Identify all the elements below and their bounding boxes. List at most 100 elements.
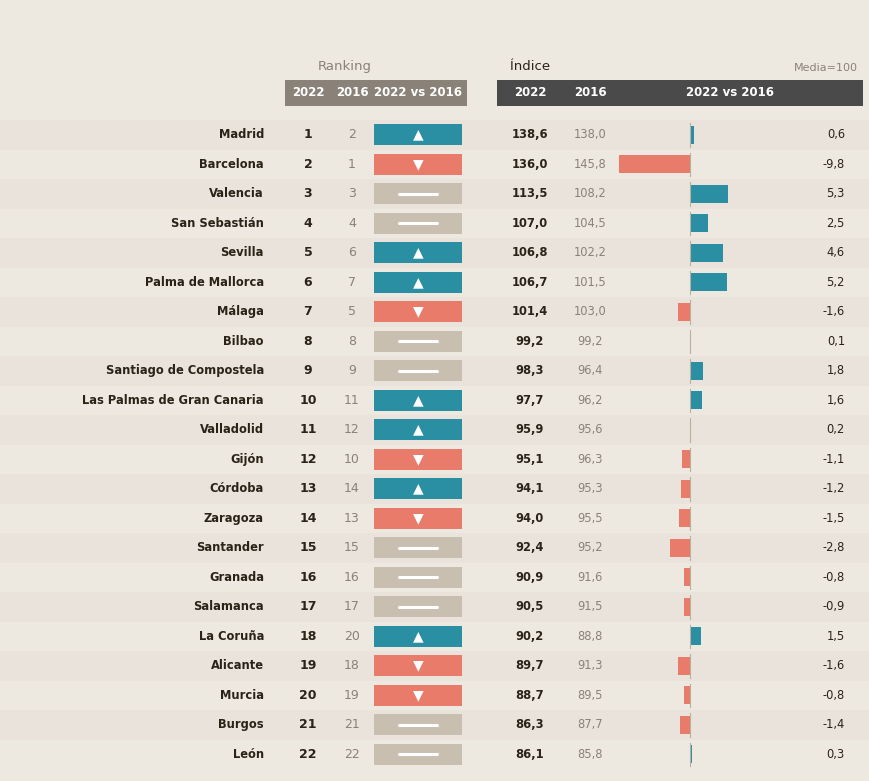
Text: San Sebastián: San Sebastián	[171, 217, 263, 230]
Text: 11: 11	[299, 423, 316, 437]
Text: Zaragoza: Zaragoza	[203, 512, 263, 525]
Text: 17: 17	[299, 601, 316, 613]
Text: Valencia: Valencia	[209, 187, 263, 200]
Bar	[374, 685, 461, 706]
Bar	[374, 655, 461, 676]
Bar	[0, 651, 869, 680]
Text: 2: 2	[348, 128, 355, 141]
Bar	[619, 155, 689, 173]
Text: 10: 10	[343, 453, 360, 465]
Text: 0,1: 0,1	[826, 335, 844, 348]
Bar	[374, 390, 461, 411]
Bar	[374, 212, 461, 234]
Bar	[680, 480, 689, 497]
Text: 96,3: 96,3	[577, 453, 602, 465]
Text: 87,7: 87,7	[576, 719, 602, 731]
Text: 16: 16	[344, 571, 360, 583]
Text: 106,7: 106,7	[511, 276, 547, 289]
Text: 15: 15	[299, 541, 316, 555]
Bar	[0, 474, 869, 504]
Bar	[374, 714, 461, 736]
Text: 91,3: 91,3	[577, 659, 602, 672]
Text: 6: 6	[348, 246, 355, 259]
Bar	[374, 596, 461, 617]
Text: 106,8: 106,8	[511, 246, 547, 259]
Text: 86,3: 86,3	[515, 719, 544, 731]
Bar	[374, 301, 461, 323]
Bar	[0, 120, 869, 149]
Text: 96,2: 96,2	[577, 394, 602, 407]
Text: 96,4: 96,4	[577, 364, 602, 377]
Text: Ranking: Ranking	[318, 60, 372, 73]
Text: 4: 4	[303, 217, 312, 230]
Text: -1,2: -1,2	[822, 482, 844, 495]
Text: 9: 9	[303, 364, 312, 377]
Bar	[689, 421, 691, 439]
Text: 97,7: 97,7	[515, 394, 544, 407]
Text: 1,5: 1,5	[826, 629, 844, 643]
Bar	[678, 657, 689, 675]
Text: Las Palmas de Gran Canaria: Las Palmas de Gran Canaria	[83, 394, 263, 407]
Bar	[678, 303, 689, 320]
Bar	[680, 716, 689, 733]
Text: 11: 11	[344, 394, 360, 407]
Text: 103,0: 103,0	[573, 305, 606, 318]
Text: Media=100: Media=100	[793, 63, 857, 73]
Text: 89,5: 89,5	[577, 689, 602, 702]
Text: Madrid: Madrid	[218, 128, 263, 141]
Text: 95,2: 95,2	[576, 541, 602, 555]
Text: 0,3: 0,3	[826, 747, 844, 761]
Text: 95,9: 95,9	[515, 423, 544, 437]
Bar	[689, 273, 726, 291]
Text: 3: 3	[348, 187, 355, 200]
Text: ▼: ▼	[412, 452, 423, 466]
Text: 6: 6	[303, 276, 312, 289]
Text: -1,1: -1,1	[822, 453, 844, 465]
Text: 2022 vs 2016: 2022 vs 2016	[374, 87, 461, 99]
Text: Palma de Mallorca: Palma de Mallorca	[145, 276, 263, 289]
Text: 90,2: 90,2	[515, 629, 543, 643]
Text: 86,1: 86,1	[515, 747, 544, 761]
Text: Burgos: Burgos	[218, 719, 263, 731]
Bar	[669, 539, 689, 557]
Text: Barcelona: Barcelona	[199, 158, 263, 171]
Text: -2,8: -2,8	[822, 541, 844, 555]
Bar	[374, 508, 461, 529]
Text: 91,6: 91,6	[577, 571, 602, 583]
Text: ▼: ▼	[412, 688, 423, 702]
Text: -1,5: -1,5	[822, 512, 844, 525]
Text: 8: 8	[348, 335, 355, 348]
Text: 90,9: 90,9	[515, 571, 543, 583]
Text: 1: 1	[348, 158, 355, 171]
Bar	[0, 297, 869, 326]
Text: 2022: 2022	[291, 87, 324, 99]
Text: 7: 7	[348, 276, 355, 289]
Text: 101,4: 101,4	[511, 305, 547, 318]
Text: 102,2: 102,2	[573, 246, 606, 259]
Text: 15: 15	[343, 541, 360, 555]
Bar	[689, 745, 692, 763]
Text: -0,8: -0,8	[822, 571, 844, 583]
Text: 1,8: 1,8	[826, 364, 844, 377]
Text: 8: 8	[303, 335, 312, 348]
Bar	[689, 362, 702, 380]
Text: 4,6: 4,6	[826, 246, 844, 259]
Text: 107,0: 107,0	[511, 217, 547, 230]
Text: Santander: Santander	[196, 541, 263, 555]
Text: 5: 5	[348, 305, 355, 318]
Bar	[683, 686, 689, 704]
Text: La Coruña: La Coruña	[198, 629, 263, 643]
Text: León: León	[233, 747, 263, 761]
Text: 13: 13	[344, 512, 360, 525]
Text: 99,2: 99,2	[577, 335, 602, 348]
Text: 94,0: 94,0	[515, 512, 543, 525]
Text: 138,6: 138,6	[511, 128, 547, 141]
Text: 18: 18	[299, 629, 316, 643]
Bar	[0, 710, 869, 740]
Text: ▲: ▲	[412, 246, 423, 260]
Bar	[374, 626, 461, 647]
Text: 22: 22	[344, 747, 360, 761]
Text: 16: 16	[299, 571, 316, 583]
Text: 145,8: 145,8	[573, 158, 606, 171]
Text: 2: 2	[303, 158, 312, 171]
